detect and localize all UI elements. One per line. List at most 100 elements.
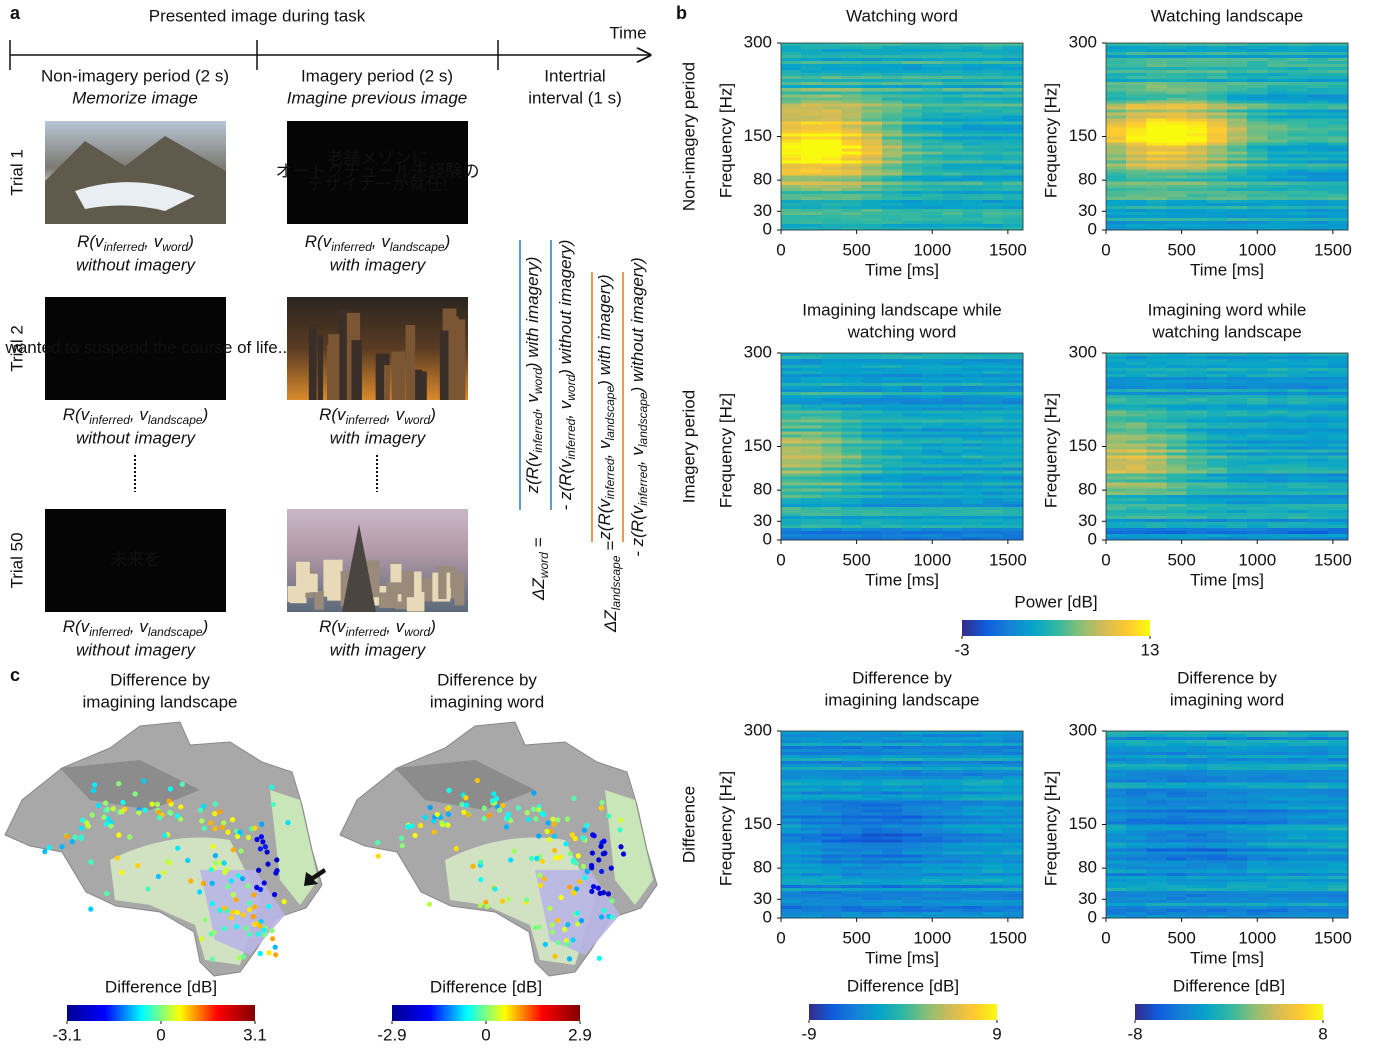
electrode xyxy=(42,849,47,854)
stimulus-image: He wanted to suspend the course of life.… xyxy=(0,297,292,400)
caption-formula: R(vinferred, vlandscape) xyxy=(63,617,208,639)
colorbar-tick-label: -3 xyxy=(954,640,969,659)
electrode xyxy=(256,868,261,873)
colorbar-label: Difference [dB] xyxy=(1173,976,1285,995)
electrode xyxy=(259,834,264,839)
caption-note: without imagery xyxy=(76,255,197,274)
x-tick-label: 1500 xyxy=(1314,240,1352,259)
x-tick-label: 0 xyxy=(776,550,785,569)
photo-building xyxy=(327,574,341,601)
equation: ΔZlandscape =z(R(vinferred, vlandscape) … xyxy=(592,257,650,633)
caption-note: with imagery xyxy=(330,255,427,274)
electrode xyxy=(217,809,222,814)
electrode xyxy=(79,826,84,831)
electrode xyxy=(246,835,251,840)
electrode xyxy=(92,782,97,787)
y-tick-label: 80 xyxy=(753,170,772,189)
subscript: word xyxy=(564,374,578,400)
electrode xyxy=(266,904,271,909)
x-tick-label: 0 xyxy=(1101,550,1110,569)
electrode xyxy=(258,951,263,956)
stimulus-image xyxy=(45,121,226,224)
photo-building xyxy=(402,571,414,597)
photo-building xyxy=(318,335,324,400)
electrode xyxy=(180,782,185,787)
stimulus-image: 未来を xyxy=(45,509,226,612)
electrode xyxy=(213,801,218,806)
electrode xyxy=(229,878,234,883)
formula-text: , v xyxy=(130,617,149,636)
electrode xyxy=(157,815,162,820)
heatmap xyxy=(1106,353,1349,541)
electrode xyxy=(282,899,287,904)
panel-label: b xyxy=(676,3,687,23)
plot-title: watching landscape xyxy=(1151,322,1301,341)
electrode xyxy=(235,910,240,915)
formula-text: ) xyxy=(428,405,436,424)
electrode xyxy=(64,834,69,839)
panel-label: a xyxy=(10,3,21,23)
y-tick-label: 80 xyxy=(1078,480,1097,499)
plot-title: Difference by xyxy=(1177,668,1277,687)
heatmap xyxy=(781,353,1024,541)
formula-text: , v xyxy=(130,405,149,424)
electrode xyxy=(212,826,217,831)
equation-numerator: z(R(vinferred, vword) with imagery) xyxy=(523,257,545,495)
x-tick-label: 1000 xyxy=(913,240,951,259)
formula-text: R(v xyxy=(305,232,333,251)
y-tick-label: 30 xyxy=(753,889,772,908)
electrode xyxy=(256,932,261,937)
x-tick-label: 1000 xyxy=(1238,550,1276,569)
caption-note: without imagery xyxy=(76,428,197,447)
subscript: inferred xyxy=(636,465,650,506)
colorbar xyxy=(962,620,1150,636)
electrode xyxy=(269,785,274,790)
electrode xyxy=(150,802,155,807)
y-tick-label: 0 xyxy=(1088,529,1097,548)
x-tick-label: 1000 xyxy=(1238,240,1276,259)
period-label: Imagery period (2 s) xyxy=(301,66,453,85)
formula-text: R(v xyxy=(319,405,347,424)
formula-text: ΔZ xyxy=(601,610,620,633)
formula-text: ) xyxy=(201,405,209,424)
y-tick-label: 30 xyxy=(1078,201,1097,220)
colorbar-tick-label: -9 xyxy=(801,1024,816,1043)
electrode xyxy=(185,858,190,863)
subscript: inferred xyxy=(603,458,617,499)
caption-note: without imagery xyxy=(76,640,197,659)
y-tick-label: 300 xyxy=(744,342,772,361)
electrode xyxy=(88,907,93,912)
y-tick-label: 150 xyxy=(1069,126,1097,145)
y-tick-label: 30 xyxy=(753,201,772,220)
electrode xyxy=(178,804,183,809)
electrode xyxy=(136,810,141,815)
subscript: inferred xyxy=(346,413,387,427)
electrode xyxy=(247,900,252,905)
subscript: landscape xyxy=(390,240,445,254)
word-image-text: デザイナーが就任! xyxy=(307,174,447,194)
y-tick-label: 0 xyxy=(1088,907,1097,926)
electrode xyxy=(264,849,269,854)
electrode xyxy=(221,820,226,825)
map-title: Difference by xyxy=(110,670,210,689)
electrode xyxy=(269,928,274,933)
electrode xyxy=(143,808,148,813)
electrode xyxy=(79,835,84,840)
electrode xyxy=(199,936,204,941)
timeline-header: Presented image during task xyxy=(149,6,366,25)
photo-building xyxy=(455,572,465,605)
electrode xyxy=(237,955,242,960)
y-tick-label: 300 xyxy=(744,32,772,51)
heatmap xyxy=(1106,43,1349,231)
photo-building xyxy=(386,582,403,594)
electrode xyxy=(96,803,101,808)
electrode xyxy=(161,870,166,875)
electrode xyxy=(271,802,276,807)
electrode xyxy=(222,860,227,865)
equation-lhs: ΔZlandscape = xyxy=(601,541,623,633)
formula-text: - z(R(v xyxy=(556,458,575,510)
electrode xyxy=(225,830,230,835)
y-tick-label: 30 xyxy=(753,511,772,530)
electrode xyxy=(234,897,239,902)
electrode xyxy=(258,887,263,892)
